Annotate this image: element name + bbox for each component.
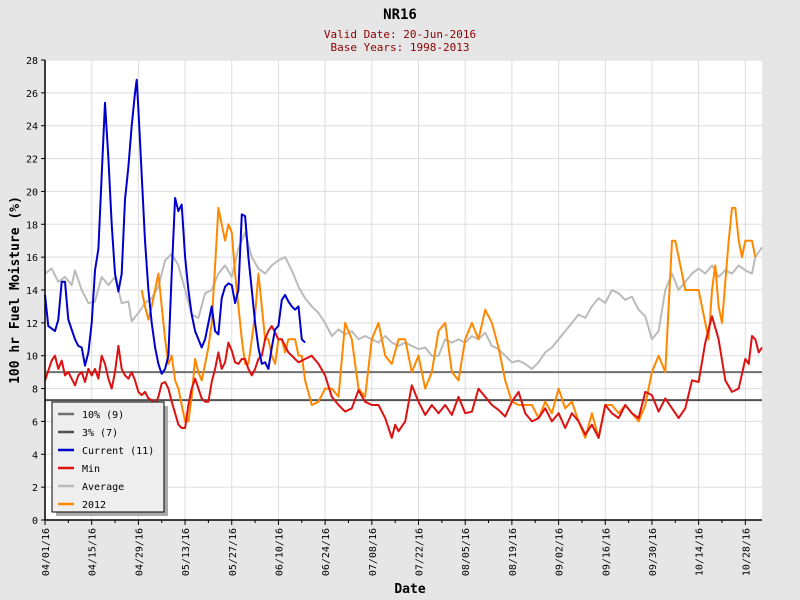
x-axis-label: Date [394,582,425,597]
y-tick-label: 0 [32,516,38,527]
x-tick-label: 04/01/16 [41,528,52,576]
x-tick-label: 09/02/16 [555,528,566,576]
x-tick-label: 09/30/16 [648,528,659,576]
series-lines [44,78,763,439]
y-tick-label: 4 [32,450,38,461]
x-tick-label: 06/10/16 [274,528,285,576]
chart-title: NR16 [383,7,417,23]
x-tick-label: 04/29/16 [134,528,145,576]
y-tick-label: 8 [32,385,38,396]
legend-label: 2012 [82,500,106,511]
legend: 10% (9) 3% (7) Current (11) Min Average 2012 [51,401,168,516]
series-line-current-11 [44,78,306,375]
y-tick-label: 20 [26,187,38,198]
x-tick-label: 04/15/16 [88,528,99,576]
x-tick-label: 10/14/16 [695,528,706,576]
legend-box [51,401,165,513]
x-tick-label: 10/28/16 [741,528,752,576]
y-tick-label: 28 [26,56,38,67]
chart-subtitle-valid-date: Valid Date: 20-Jun-2016 [324,28,476,41]
legend-label: 10% (9) [82,410,124,421]
x-tick-label: 08/19/16 [508,528,519,576]
y-tick-label: 24 [26,122,38,133]
legend-label: Min [82,464,100,475]
series-line-min [44,315,763,439]
chart-subtitle-base-years: Base Years: 1998-2013 [330,41,469,54]
y-tick-label: 14 [26,286,38,297]
x-tick-label: 08/05/16 [461,528,472,576]
y-tick-label: 6 [32,417,38,428]
legend-label: Current (11) [82,446,154,457]
y-tick-label: 18 [26,220,38,231]
x-tick-label: 07/22/16 [415,528,426,576]
y-tick-label: 22 [26,155,38,166]
y-tick-label: 26 [26,89,38,100]
y-axis-label: 100 hr Fuel Moisture (%) [8,196,23,384]
x-tick-label: 09/16/16 [601,528,612,576]
y-tick-label: 10 [26,352,38,363]
x-tick-label: 07/08/16 [368,528,379,576]
legend-label: Average [82,482,124,493]
x-tick-label: 06/24/16 [321,528,332,576]
x-tick-label: 05/13/16 [181,528,192,576]
y-tick-label: 2 [32,483,38,494]
series-line-2012 [140,206,757,439]
x-tick-label: 05/27/16 [228,528,239,576]
y-tick-label: 12 [26,319,38,330]
y-tick-label: 16 [26,253,38,264]
legend-label: 3% (7) [82,428,118,439]
